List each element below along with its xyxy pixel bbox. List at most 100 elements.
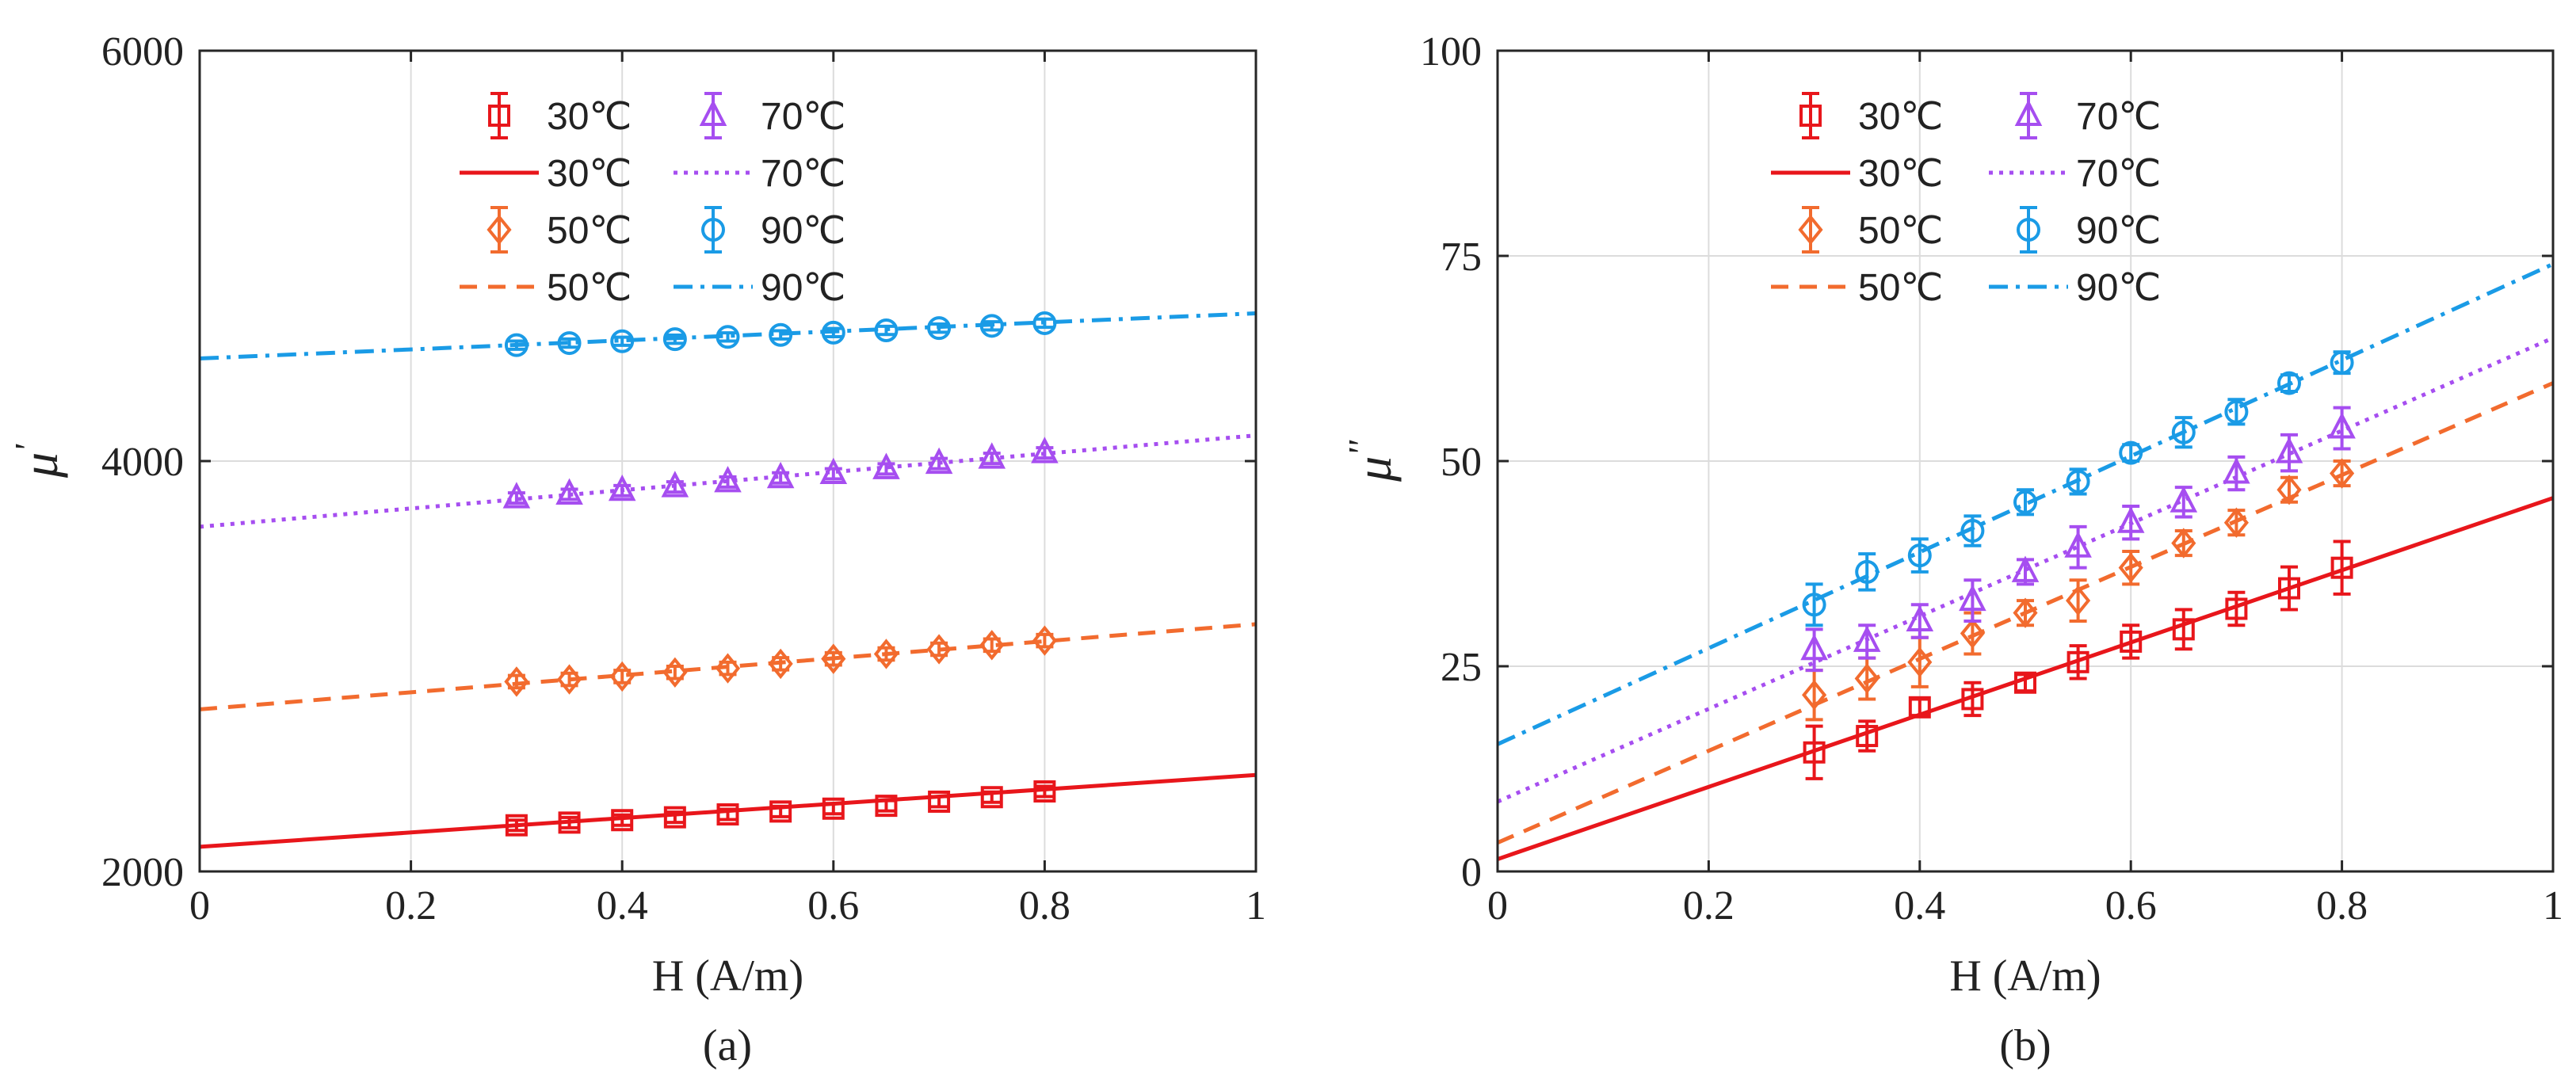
data-point <box>2014 671 2036 694</box>
legend-label: 50℃ <box>1858 267 1943 309</box>
data-point <box>928 790 951 813</box>
x-tick-label: 0.8 <box>1019 883 1070 928</box>
data-point <box>2276 475 2302 505</box>
data-point <box>768 648 793 680</box>
data-point <box>1960 519 1985 543</box>
legend-marker <box>2014 99 2043 126</box>
legend-label: 70℃ <box>761 153 845 195</box>
x-axis-label: H (A/m) <box>652 951 803 1001</box>
legend-label: 70℃ <box>761 96 845 138</box>
legend-label: 30℃ <box>547 96 632 138</box>
data-point <box>1032 625 1057 656</box>
y-axis-label-mark: '' <box>1341 440 1381 456</box>
y-axis-label: μ' <box>7 444 68 478</box>
data-point <box>2120 630 2143 653</box>
data-point <box>714 466 742 493</box>
data-point <box>1960 618 1985 649</box>
data-point <box>2013 597 2038 628</box>
y-tick-label: 2000 <box>101 850 184 895</box>
data-point <box>2067 650 2089 673</box>
data-point <box>1853 625 1881 652</box>
data-point <box>769 800 792 823</box>
data-point <box>819 457 848 485</box>
legend-label: 70℃ <box>2076 153 2161 195</box>
data-point <box>2172 618 2195 641</box>
y-axis-label: μ'' <box>1341 440 1402 482</box>
data-point <box>2278 577 2300 600</box>
y-tick-label: 4000 <box>101 440 184 485</box>
y-axis-label-mark: ' <box>7 444 48 452</box>
data-point <box>1032 311 1057 335</box>
data-point <box>2328 412 2356 439</box>
panel-b: 0 0.2 0.4 0.6 0.8 1 0 25 50 75 100 H (A/m) μ'' (b) 30℃… <box>1341 29 2563 1070</box>
data-point <box>504 666 529 697</box>
data-point <box>874 318 899 343</box>
y-tick-label: 6000 <box>101 29 184 74</box>
data-point <box>1908 696 1931 719</box>
data-point <box>1856 725 1879 748</box>
data-point <box>2330 458 2355 489</box>
x-tick-label: 0.2 <box>385 883 437 928</box>
legend-marker <box>701 218 725 242</box>
data-point <box>1855 559 1880 584</box>
data-point <box>872 452 900 479</box>
data-point <box>2013 490 2037 514</box>
x-tick-label: 1 <box>2543 883 2563 928</box>
y-tick-label: 0 <box>1461 850 1482 895</box>
x-tick-label: 0.4 <box>597 883 648 928</box>
data-point <box>821 643 846 674</box>
data-point <box>1031 437 1059 463</box>
data-point <box>662 657 688 688</box>
data-point <box>769 322 793 347</box>
data-point <box>2064 531 2092 558</box>
panel-caption: (b) <box>1999 1021 2051 1070</box>
x-tick-label: 0 <box>1487 883 1508 928</box>
legend-marker <box>488 105 510 127</box>
data-point <box>926 634 952 665</box>
data-point <box>715 653 741 684</box>
y-axis-label-symbol: μ <box>1345 456 1402 482</box>
data-point <box>1854 663 1880 694</box>
panel-caption: (a) <box>703 1021 752 1070</box>
data-point <box>662 327 687 352</box>
data-point <box>2119 440 2143 465</box>
data-point <box>1800 633 1828 661</box>
y-tick-label: 50 <box>1441 440 1482 485</box>
legend: 30℃ 30℃ 50℃ 50℃ 70℃ 70℃ 90℃ 90℃ <box>460 92 845 309</box>
data-point <box>1907 543 1932 568</box>
legend-marker <box>1798 214 1823 246</box>
data-point <box>558 811 581 834</box>
fit-line-70℃ <box>200 433 1256 529</box>
panel-a: 0 0.2 0.4 0.6 0.8 1 2000 4000 6000 H (A/m) μ' (a) 30… <box>7 29 1266 1070</box>
data-point <box>2223 507 2249 538</box>
legend-label: 50℃ <box>1858 210 1943 252</box>
data-point <box>2275 437 2303 463</box>
legend-label: 30℃ <box>1858 153 1943 195</box>
data-point <box>979 630 1005 661</box>
legend-label: 90℃ <box>761 267 845 309</box>
data-point <box>716 803 739 825</box>
data-point <box>2116 506 2145 533</box>
x-tick-label: 0.6 <box>807 883 859 928</box>
data-point <box>766 461 795 489</box>
data-point <box>927 316 952 341</box>
legend-label: 30℃ <box>547 153 632 195</box>
data-point <box>1802 593 1826 617</box>
data-point <box>609 661 635 692</box>
legend-label: 50℃ <box>547 267 632 309</box>
x-tick-label: 0.2 <box>1683 883 1735 928</box>
data-point <box>875 795 898 818</box>
data-point <box>873 639 899 669</box>
data-point <box>661 471 689 498</box>
x-tick-label: 0.4 <box>1894 883 1945 928</box>
data-point <box>2225 597 2248 620</box>
legend-marker <box>487 214 512 246</box>
data-point <box>2066 469 2090 494</box>
data-point <box>980 786 1003 809</box>
legend-label: 90℃ <box>761 210 845 252</box>
y-tick-label: 100 <box>1420 29 1482 74</box>
data-point <box>2223 457 2250 484</box>
y-tick-label: 75 <box>1441 234 1482 280</box>
data-point <box>978 442 1006 469</box>
